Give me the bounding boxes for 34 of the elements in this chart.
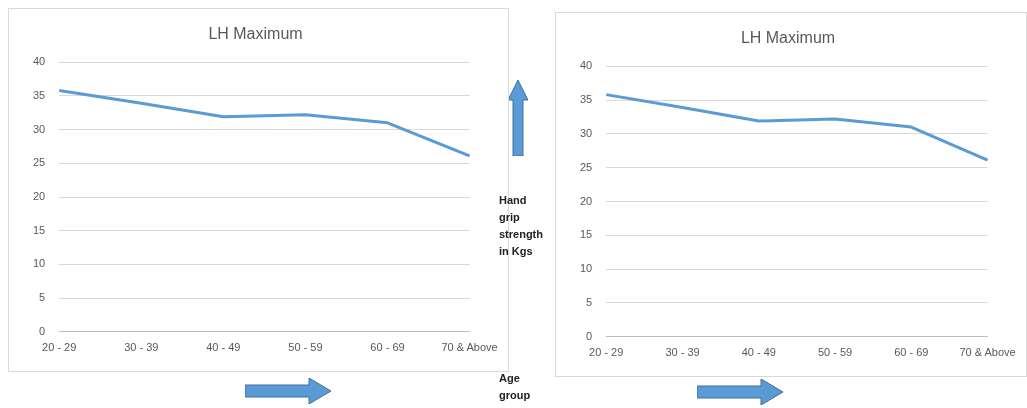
y-tick-label: 30 — [32, 122, 46, 135]
x-tick-label: 30 - 39 — [665, 346, 700, 359]
chart-title: LH Maximum — [208, 25, 303, 43]
y-tick-label: 0 — [39, 324, 46, 337]
x-tick-label: 70 & Above — [959, 346, 1016, 359]
x-tick-label: 20 - 29 — [589, 346, 624, 359]
y-tick-label: 10 — [579, 262, 593, 275]
x-tick-label: 40 - 49 — [206, 341, 241, 354]
y-tick-label: 15 — [579, 228, 593, 241]
chart-title: LH Maximum — [740, 29, 836, 47]
y-tick-label: 15 — [32, 223, 46, 236]
y-tick-label: 30 — [579, 126, 593, 139]
y-tick-label: 5 — [39, 291, 46, 304]
x-tick-label: 60 - 69 — [894, 346, 929, 359]
y-tick-label: 25 — [32, 156, 46, 169]
x-tick-label: 50 - 59 — [817, 346, 853, 359]
y-tick-label: 0 — [586, 329, 593, 342]
y-tick-label: 20 — [579, 194, 593, 207]
x-tick-label: 50 - 59 — [288, 341, 323, 354]
x-tick-label: 40 - 49 — [741, 346, 776, 359]
x-tick-label: 60 - 69 — [370, 341, 405, 354]
x-tick-label: 20 - 29 — [42, 341, 77, 354]
y-tick-label: 35 — [32, 88, 46, 101]
x-tick-label: 70 & Above — [441, 341, 498, 354]
x-tick-label: 30 - 39 — [124, 341, 159, 354]
y-tick-label: 40 — [32, 55, 46, 68]
y-tick-label: 40 — [579, 59, 593, 72]
text: Age group — [499, 371, 532, 403]
y-tick-label: 35 — [579, 93, 593, 106]
y-tick-label: 20 — [32, 190, 46, 203]
y-tick-label: 5 — [586, 296, 593, 309]
y-tick-label: 10 — [32, 257, 46, 270]
y-tick-label: 25 — [579, 160, 593, 173]
text: Hand grip strength in Kgs — [499, 193, 544, 259]
